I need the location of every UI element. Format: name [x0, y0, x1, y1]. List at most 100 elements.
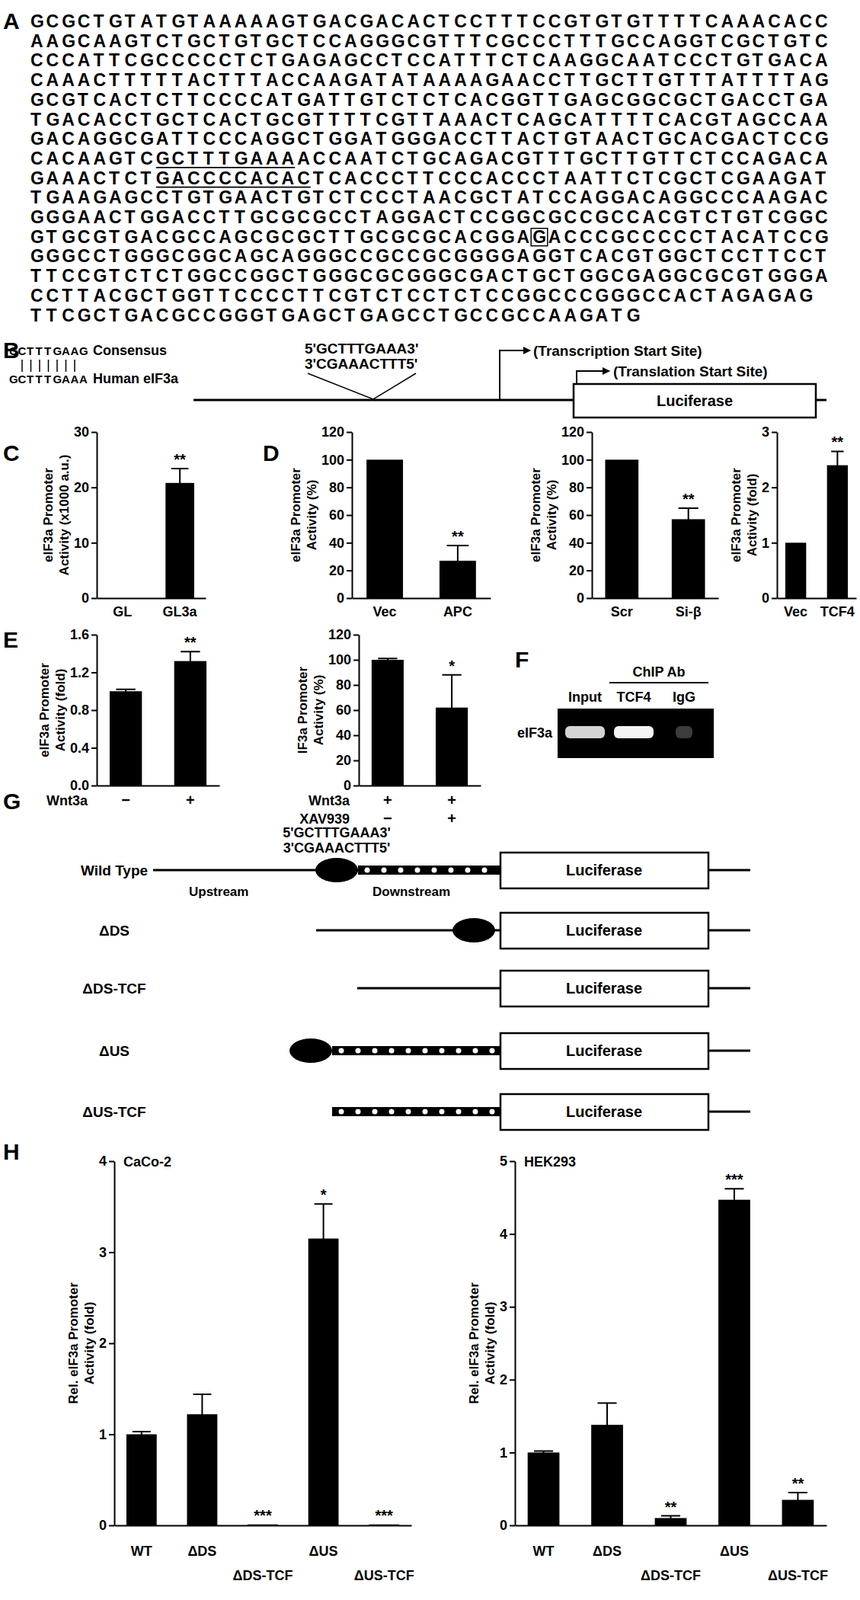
- tcf-site: [289, 1038, 333, 1063]
- y-tick: 3: [761, 424, 777, 440]
- y-tick-mark: [353, 634, 359, 637]
- category-label: WT: [533, 1543, 555, 1559]
- lane-label: IgG: [672, 689, 696, 705]
- reporter-box: [500, 852, 709, 889]
- y-tick-label: 60: [335, 702, 352, 718]
- y-axis-label: Activity (fold): [744, 473, 760, 557]
- bar: [126, 1434, 157, 1526]
- y-tick-mark: [771, 542, 777, 544]
- alignment-label: Human eIF3a: [92, 370, 180, 387]
- region-dot: [355, 1109, 362, 1115]
- y-axis-label: eIF3a Promoter: [41, 467, 56, 563]
- x-axis: [359, 785, 482, 787]
- reporter-label: Luciferase: [565, 1042, 643, 1059]
- bar: [174, 661, 207, 786]
- y-axis: 0.00.40.81.21.6: [70, 626, 98, 793]
- match-line: [30, 359, 32, 372]
- y-tick-mark: [771, 486, 777, 489]
- construct-line: [708, 987, 751, 990]
- x-axis-line: [515, 1524, 828, 1527]
- region-dot: [489, 1048, 496, 1054]
- y-tick-label: 80: [335, 677, 352, 693]
- translation-label: (Translation Start Site): [613, 363, 768, 380]
- downstream-region: [332, 1106, 501, 1116]
- panel-label: C: [3, 440, 20, 466]
- y-tick: 30: [73, 424, 97, 440]
- y-tick-label: 120: [328, 626, 352, 643]
- region-dot: [372, 1048, 378, 1054]
- y-tick-label: 5: [499, 1153, 508, 1169]
- sequence-text: CAAACTTTTTACTTTACCAAGATATAAAAGAACCTTGCTT…: [30, 70, 829, 90]
- error-bar: [661, 1515, 681, 1521]
- y-tick-label: 60: [569, 507, 585, 523]
- error-bar: [831, 450, 844, 479]
- reporter-box: [573, 383, 816, 418]
- y-tick-mark: [509, 1524, 515, 1527]
- region-dot: [406, 1109, 412, 1115]
- gel-band: [565, 725, 605, 739]
- region-dot: [389, 1048, 395, 1054]
- construct-label: ΔDS: [99, 922, 130, 939]
- category-label: TCF4: [820, 604, 855, 620]
- match-line: [47, 359, 50, 372]
- y-tick-label: 4: [99, 1153, 107, 1169]
- y-tick-mark: [346, 597, 352, 600]
- y-tick-label: 0.8: [70, 702, 90, 718]
- plot-area: [109, 651, 207, 786]
- y-axis: 012345: [499, 1153, 516, 1533]
- transcription-label: (Transcription Start Site): [533, 342, 703, 359]
- y-axis-label: eIF3a Promoter: [728, 467, 744, 563]
- significance-label: **: [173, 450, 186, 468]
- bar-chart: 020406080100120VecAPC**eIF3a PromoterAct…: [288, 424, 492, 620]
- y-axis-label: Activity (%): [304, 479, 320, 551]
- bar-chart: 012345WTΔDSΔDS-TCFΔUSΔUS-TCF*******HEK29…: [466, 1153, 829, 1583]
- category-label: Scr: [610, 604, 634, 620]
- y-tick: 5: [499, 1153, 515, 1169]
- x-axis-line: [592, 597, 720, 600]
- y-tick-label: 0: [336, 590, 345, 606]
- y-tick: 20: [73, 479, 97, 496]
- header-rule: [609, 681, 709, 684]
- reporter-box: [500, 912, 709, 949]
- y-tick-mark: [108, 1342, 115, 1345]
- sequence-text: TTCGCTGACGCCGGGTGAGCTGAGCCTGCCGCCAAGATG: [30, 305, 641, 326]
- row-value: +: [447, 809, 457, 827]
- reporter-label: Luciferase: [565, 861, 643, 879]
- y-tick: 20: [569, 562, 592, 579]
- region-dot: [415, 867, 421, 873]
- reporter-label: Luciferase: [565, 979, 643, 997]
- y-tick: 3: [99, 1244, 115, 1260]
- y-tick: 2: [761, 479, 777, 496]
- category-label: ΔUS: [309, 1543, 339, 1559]
- construct-label: ΔDS-TCF: [82, 980, 146, 997]
- region-dot: [372, 1109, 378, 1115]
- downstream-region: [332, 1045, 501, 1056]
- y-tick: 0: [81, 590, 97, 606]
- site-pointer: [307, 373, 416, 400]
- y-axis: 0102030: [73, 424, 98, 606]
- antibody-header: ChIP Ab: [632, 664, 685, 680]
- sequence-text: TCACCCTTCCCACCCTAATTCTCGCTCGAAGAT: [313, 168, 826, 189]
- y-axis: 020406080100120: [561, 424, 593, 606]
- sequence-text: GACAGGCGATTCCCAGGCTGGATGGGACCTTACTGTAACT…: [30, 128, 829, 149]
- region-dot: [431, 867, 438, 873]
- y-tick: 40: [335, 727, 359, 743]
- bar: [371, 659, 404, 786]
- bar: [308, 1238, 339, 1525]
- y-tick-mark: [586, 542, 592, 544]
- error-bar: [192, 1393, 212, 1435]
- y-tick: 1: [761, 535, 777, 551]
- category-label: Si-β: [675, 604, 702, 620]
- construct-label: Wild Type: [80, 862, 148, 879]
- y-tick-mark: [771, 597, 777, 600]
- y-tick-mark: [91, 542, 97, 544]
- error-bar: [377, 658, 397, 661]
- error-bar: [441, 674, 461, 741]
- region-dot: [338, 1048, 345, 1054]
- match-line: [65, 359, 68, 372]
- strand-text: 3'CGAAACTTT5': [304, 355, 418, 372]
- y-tick-label: 0: [576, 590, 585, 606]
- y-tick-label: 40: [335, 727, 352, 743]
- y-tick: 1.2: [70, 664, 97, 681]
- y-tick-mark: [509, 1451, 515, 1454]
